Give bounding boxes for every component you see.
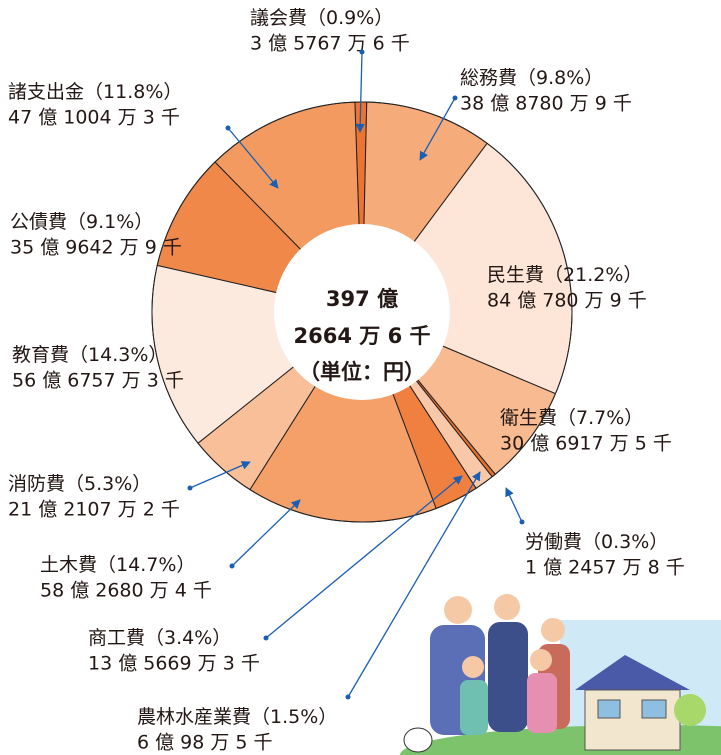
amount-label: 56 億 6757 万 3 千 [12,370,184,392]
category-name: 消防費 [8,473,65,495]
slice-label: 議会費（0.9%） [250,7,393,29]
slice-label: 労働費（0.3%） [525,531,668,553]
slice-label: 農林水産業費（1.5%） [137,706,337,728]
category-name: 土木費 [40,554,97,576]
amount-label: 47 億 1004 万 3 千 [8,107,180,129]
value-label: （9.8%） [517,67,603,89]
slice-label: 諸支出金（11.8%） [8,81,182,103]
amount-label: 58 億 2680 万 4 千 [40,580,212,602]
category-name: 民生費 [487,264,544,286]
category-name: 総務費 [460,67,517,89]
slice-label: 衛生費（7.7%） [500,407,643,429]
leader-line [506,488,522,522]
amount-label: 6 億 98 万 5 千 [137,732,273,754]
amount-label: 30 億 6917 万 5 千 [500,433,672,455]
value-label: （5.3%） [65,473,151,495]
leader-line [232,500,300,566]
center-label: （単位：円） [299,360,425,384]
amount-label: 3 億 5767 万 6 千 [250,33,410,55]
value-label: （0.9%） [307,7,393,29]
slice-label: 公債費（9.1%） [10,211,153,233]
amount-label: 35 億 9642 万 9 千 [10,237,182,259]
category-name: 農林水産業費 [137,706,251,728]
slice-label: 消防費（5.3%） [8,473,151,495]
slice-label: 総務費（9.8%） [460,67,603,89]
center-label: 2664 万 6 千 [294,324,431,348]
family-illustration [400,594,721,755]
category-name: 公債費 [10,211,67,233]
value-label: （0.3%） [582,531,668,553]
value-label: （21.2%） [544,264,642,286]
value-label: （14.3%） [69,344,167,366]
value-label: （1.5%） [251,706,337,728]
value-label: （3.4%） [145,627,231,649]
slice-label: 商工費（3.4%） [88,627,231,649]
category-name: 衛生費 [500,407,557,429]
amount-label: 1 億 2457 万 8 千 [525,557,685,579]
category-name: 商工費 [88,627,145,649]
center-label: 397 億 [326,287,398,311]
value-label: （9.1%） [67,211,153,233]
amount-label: 13 億 5669 万 3 千 [88,653,260,675]
amount-label: 21 億 2107 万 2 千 [8,499,180,521]
category-name: 教育費 [12,344,69,366]
chart: 397 億 2664 万 6 千 （単位：円） 議会費（0.9%） 3 億 5767 万… [0,0,721,755]
amount-label: 38 億 8780 万 9 千 [460,93,632,115]
slice-label: 土木費（14.7%） [40,554,195,576]
category-name: 諸支出金 [8,81,84,103]
amount-label: 84 億 780 万 9 千 [487,290,647,312]
category-name: 労働費 [525,531,582,553]
category-name: 議会費 [250,7,307,29]
slice-label: 民生費（21.2%） [487,264,642,286]
value-label: （7.7%） [557,407,643,429]
slice-label: 教育費（14.3%） [12,344,167,366]
value-label: （14.7%） [97,554,195,576]
value-label: （11.8%） [84,81,182,103]
